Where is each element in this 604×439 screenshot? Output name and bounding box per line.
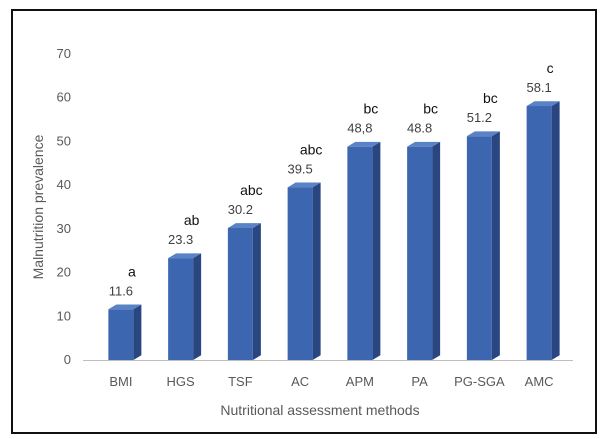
significance-letter: abc [240,182,263,198]
x-tick-label: AC [291,374,309,389]
x-tick-label: TSF [228,374,253,389]
bar-top [347,141,381,147]
significance-letter: c [547,60,554,76]
bar-ac: 39.5 abc [287,141,322,360]
significance-letter: bc [423,101,438,117]
bar-top [287,182,321,188]
data-label: 39.5 [287,161,312,176]
bar-pg-sga: 51.2 bc [467,90,500,360]
x-tick-label: PA [411,374,428,389]
bar-amc: 58.1 c [526,60,560,361]
data-label: 11.6 [109,283,133,298]
bar-top [168,253,202,259]
data-label: 48,8 [347,121,372,136]
x-tick-label: APM [346,374,374,389]
bar-hgs: 23.3 ab [168,212,202,360]
bar-pa: 48.8 bc [407,101,441,360]
bar-front [466,136,492,360]
x-tick-label: AMC [525,374,554,389]
bar-front [287,187,313,360]
y-axis-ticks: 0 10 20 30 40 50 60 70 [57,46,71,367]
bar-side [193,253,202,360]
y-tick-label: 40 [57,177,71,192]
x-tick-label: PG-SGA [454,374,505,389]
bar-front [108,309,134,360]
bar-tsf: 30.2 abc [228,182,263,360]
bar-top [108,304,142,310]
x-axis-title: Nutritional assessment methods [220,402,419,418]
bar-side [372,141,381,360]
data-label: 51.2 [467,110,492,125]
y-tick-label: 50 [57,133,71,148]
bar-side [491,131,500,360]
significance-letter: bc [483,90,498,106]
bar-top [407,141,441,147]
chart-frame: 0 10 20 30 40 50 60 70 11.6 a 23.3 ab 30.2 abc 39.5 ab… [11,9,597,434]
data-label: 30.2 [228,202,253,217]
y-tick-label: 0 [64,352,71,367]
y-axis-title: Malnutrition prevalence [30,134,46,279]
bar-top [466,131,500,137]
bar-bmi: 11.6 a [108,263,142,360]
significance-letter: a [128,263,136,279]
x-tick-label: BMI [109,374,132,389]
significance-letter: ab [184,212,200,228]
y-tick-label: 30 [57,221,71,236]
data-label: 48.8 [407,121,432,136]
bar-front [407,146,433,360]
y-tick-label: 60 [57,90,71,105]
y-tick-label: 20 [57,265,71,280]
bar-front [526,106,552,361]
bar-side [312,182,321,360]
bar-front [227,227,253,360]
data-label: 58.1 [526,80,551,95]
significance-letter: abc [300,141,323,157]
x-tick-label: HGS [167,374,196,389]
bar-side [133,304,142,360]
bar-front [168,258,194,360]
bar-top [526,101,560,107]
bar-side [432,141,441,360]
bar-side [252,223,261,360]
x-axis-ticks: BMI HGS TSF AC APM PA PG-SGA AMC [109,374,553,389]
bar-front [347,146,373,360]
bar-apm: 48,8 bc [347,101,381,360]
bar-side [551,101,560,360]
bars: 11.6a23.3ab30.2abc39.5abc48,8bc48.8bc51.… [108,60,560,361]
bar-top [227,223,261,228]
bar-chart: 0 10 20 30 40 50 60 70 11.6 a 23.3 ab 30.2 abc 39.5 ab… [30,46,573,418]
y-tick-label: 70 [57,46,71,61]
data-label: 23.3 [168,232,193,247]
significance-letter: bc [363,101,378,117]
y-tick-label: 10 [57,308,71,323]
